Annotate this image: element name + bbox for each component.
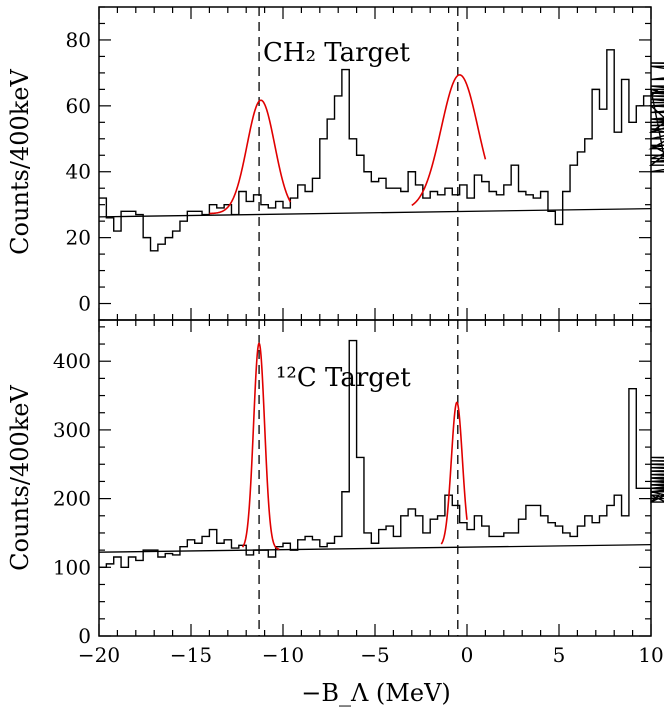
top-baseline-group	[98, 207, 652, 218]
baseline-fit-line	[98, 207, 652, 218]
top-panel-title: CH₂ Target	[263, 38, 411, 68]
y-tick-label: 400	[53, 349, 91, 373]
top-histogram-group	[99, 49, 664, 252]
x-tick-label: −20	[78, 643, 120, 667]
top-fit-curves	[209, 74, 487, 215]
bottom-baseline-group	[98, 543, 652, 553]
y-tick-label: 40	[66, 160, 91, 184]
x-tick-label: −5	[360, 643, 389, 667]
histogram-step-line	[99, 49, 664, 252]
bottom-reference-lines	[258, 320, 459, 636]
gaussian-fit-curve	[411, 74, 487, 207]
x-tick-label: −15	[170, 643, 212, 667]
x-tick-label: 0	[461, 643, 474, 667]
y-tick-label: 20	[66, 226, 91, 250]
top-panel: 0 20 40 60 80 CH₂ Target Counts/400keV	[6, 6, 664, 321]
x-tick-label: 10	[638, 643, 663, 667]
y-tick-label: 0	[78, 624, 91, 648]
y-tick-label: 100	[53, 555, 91, 579]
x-axis-label: −B_Λ (MeV)	[301, 679, 451, 707]
y-tick-label: 200	[53, 487, 91, 511]
top-y-axis-label: Counts/400keV	[6, 69, 34, 255]
gaussian-fit-curve	[440, 401, 468, 545]
x-tick-label: −10	[262, 643, 304, 667]
bottom-histogram-group	[99, 339, 664, 568]
baseline-fit-line	[98, 543, 652, 553]
bottom-panel-title: ¹²C Target	[276, 363, 411, 393]
bottom-frame	[98, 319, 652, 637]
top-y-tick-labels: 0 20 40 60 80	[66, 28, 91, 316]
bottom-ticks	[98, 320, 652, 637]
y-tick-label: 300	[53, 418, 91, 442]
x-tick-label: 5	[553, 643, 566, 667]
top-reference-lines	[258, 7, 459, 320]
y-tick-label: 60	[66, 94, 91, 118]
bottom-y-axis-label: Counts/400keV	[6, 385, 34, 571]
histogram-step-line	[99, 339, 664, 568]
gaussian-fit-curve	[241, 342, 280, 550]
y-tick-label: 80	[66, 28, 91, 52]
bottom-tick-labels: 0 100 200 300 400 −20 −15 −10 −5 0 5 10	[53, 349, 664, 667]
y-tick-label: 0	[78, 292, 91, 316]
gaussian-fit-curve	[209, 99, 292, 215]
bottom-fit-curves	[241, 342, 468, 550]
